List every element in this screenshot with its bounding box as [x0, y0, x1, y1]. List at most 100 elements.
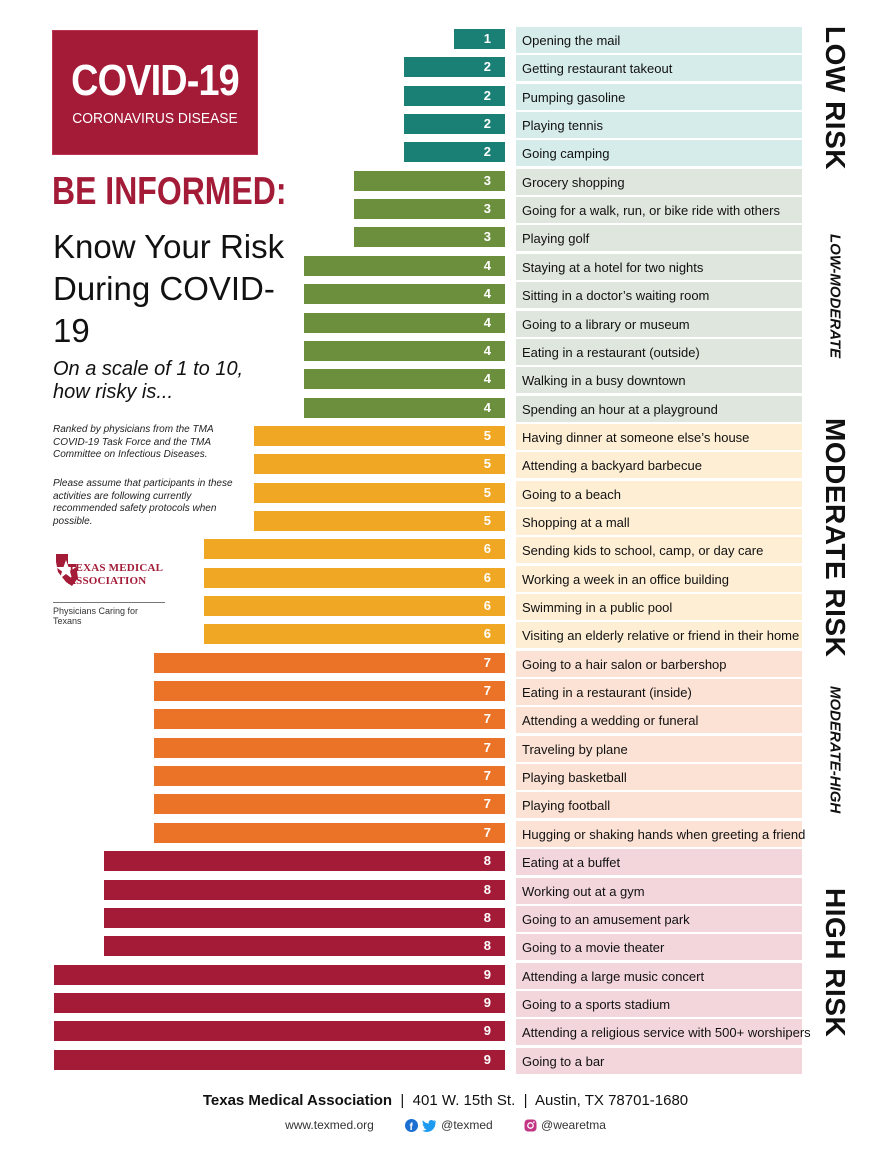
risk-score-label: 9	[483, 1023, 491, 1039]
risk-score-label: 7	[483, 654, 491, 670]
badge-title: COVID-19	[71, 56, 240, 105]
risk-bar: 9	[54, 1021, 505, 1042]
risk-row: 2 Pumping gasoline	[0, 83, 891, 112]
risk-row: 8 Going to a movie theater	[0, 934, 891, 962]
activity-label: Going to a bar	[516, 1047, 802, 1075]
risk-score-label: 3	[483, 201, 491, 217]
risk-bar: 4	[304, 397, 505, 418]
risk-row: 8 Working out at a gym	[0, 877, 891, 906]
activity-label: Eating at a buffet	[516, 849, 802, 877]
risk-row: 2 Playing tennis	[0, 112, 891, 140]
footer-social: www.texmed.org f @texmed @wearetma	[0, 1118, 891, 1133]
activity-label: Playing tennis	[516, 112, 802, 140]
risk-row: 3 Grocery shopping	[0, 168, 891, 197]
risk-row: 5 Going to a beach	[0, 480, 891, 509]
risk-zone-text: LOW-MODERATE	[826, 234, 844, 359]
risk-bar: 1	[454, 29, 505, 49]
activity-label: Having dinner at someone else’s house	[516, 423, 802, 451]
risk-score-label: 7	[483, 768, 491, 784]
risk-score-label: 8	[483, 881, 491, 897]
risk-score-label: 2	[483, 59, 491, 75]
risk-score-label: 8	[483, 938, 491, 954]
risk-bar: 3	[354, 199, 505, 220]
activity-label: Going camping	[516, 140, 802, 168]
risk-row: 4 Sitting in a doctor’s waiting room	[0, 282, 891, 310]
footer-website[interactable]: www.texmed.org	[285, 1118, 374, 1132]
risk-score-label: 4	[483, 399, 491, 415]
badge-subtitle: CORONAVIRUS DISEASE	[72, 110, 238, 127]
risk-row: 7 Hugging or shaking hands when greeting …	[0, 820, 891, 849]
risk-row: 2 Getting restaurant takeout	[0, 55, 891, 83]
risk-score-label: 7	[483, 739, 491, 755]
risk-score-label: 1	[483, 31, 491, 46]
risk-bar: 7	[154, 709, 505, 730]
risk-bar: 4	[304, 312, 505, 333]
footer-address: Texas Medical Association | 401 W. 15th …	[202, 1092, 689, 1109]
activity-label: Staying at a hotel for two nights	[516, 253, 802, 281]
risk-bar: 6	[204, 596, 505, 616]
risk-bar: 4	[304, 369, 505, 390]
risk-row: 4 Staying at a hotel for two nights	[0, 253, 891, 282]
risk-row: 9 Attending a large music concert	[0, 962, 891, 991]
risk-zone-label: HIGH RISK	[805, 849, 865, 1076]
risk-row: 3 Going for a walk, run, or bike ride wit…	[0, 197, 891, 225]
activity-label: Playing football	[516, 792, 802, 820]
activity-label: Going to a hair salon or barbershop	[516, 650, 802, 678]
risk-bar: 3	[354, 227, 505, 248]
risk-score-label: 7	[483, 711, 491, 727]
risk-score-label: 3	[483, 229, 491, 245]
activity-label: Going to a movie theater	[516, 934, 802, 962]
risk-zone-text: HIGH RISK	[820, 887, 851, 1038]
activity-label: Going to a beach	[516, 480, 802, 508]
activity-label: Traveling by plane	[516, 735, 802, 763]
logo-line1: TEXAS MEDICAL	[68, 562, 164, 574]
footer-instagram-group[interactable]: @wearetma	[524, 1118, 606, 1132]
risk-bar: 2	[404, 57, 505, 78]
risk-bar: 5	[254, 454, 505, 475]
footer-twitter-group[interactable]: f @texmed	[405, 1118, 493, 1133]
activity-label: Getting restaurant takeout	[516, 55, 802, 83]
risk-score-label: 4	[483, 257, 491, 273]
risk-row: 6 Visiting an elderly relative or friend …	[0, 622, 891, 650]
risk-score-label: 5	[483, 456, 491, 472]
activity-label: Swimming in a public pool	[516, 594, 802, 621]
activity-label: Attending a wedding or funeral	[516, 707, 802, 735]
risk-score-label: 7	[483, 824, 491, 840]
risk-score-label: 9	[483, 994, 491, 1010]
activity-label: Going to a sports stadium	[516, 990, 802, 1018]
risk-zone-text: MODERATE RISK	[820, 417, 851, 657]
risk-bar: 7	[154, 766, 505, 787]
risk-score-label: 6	[483, 598, 491, 613]
risk-row: 8 Going to an amusement park	[0, 905, 891, 934]
activity-label: Spending an hour at a playground	[516, 395, 802, 423]
scale-question: On a scale of 1 to 10, how risky is...	[53, 358, 244, 403]
risk-bar: 9	[54, 992, 505, 1013]
risk-score-label: 6	[483, 541, 491, 557]
activity-label: Attending a religious service with 500+ …	[516, 1019, 811, 1047]
risk-row: 7 Playing basketball	[0, 764, 891, 792]
risk-bar: 7	[154, 652, 505, 673]
activity-label: Working out at a gym	[516, 877, 802, 905]
activity-label: Going to an amusement park	[516, 905, 802, 933]
risk-bar: 2	[404, 142, 505, 163]
risk-score-label: 3	[483, 172, 491, 188]
activity-label: Opening the mail	[516, 27, 802, 54]
risk-score-label: 5	[483, 427, 491, 443]
risk-score-label: 4	[483, 314, 491, 330]
instagram-icon	[524, 1119, 537, 1132]
risk-bar: 7	[154, 681, 505, 702]
risk-row: 7 Going to a hair salon or barbershop	[0, 650, 891, 679]
risk-row: 9 Going to a sports stadium	[0, 990, 891, 1019]
risk-row: 4 Spending an hour at a playground	[0, 395, 891, 424]
risk-row: 4 Eating in a restaurant (outside)	[0, 338, 891, 367]
risk-score-label: 7	[483, 683, 491, 699]
risk-score-label: 9	[483, 966, 491, 982]
activity-label: Eating in a restaurant (inside)	[516, 679, 802, 707]
risk-zone-label: LOW-MODERATE	[805, 169, 865, 424]
risk-bar: 8	[104, 879, 505, 900]
risk-score-label: 9	[483, 1051, 491, 1067]
risk-score-label: 4	[483, 286, 491, 302]
instagram-handle: @wearetma	[541, 1118, 606, 1132]
logo-line2: ASSOCIATION	[68, 575, 147, 587]
risk-row: 6 Working a week in an office building	[0, 565, 891, 594]
